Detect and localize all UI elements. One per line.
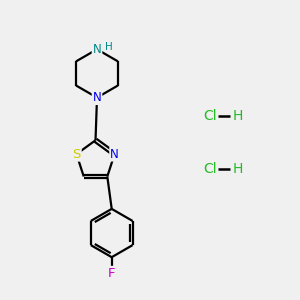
Text: Cl: Cl: [203, 162, 217, 176]
Text: N: N: [93, 91, 101, 104]
Text: H: H: [105, 42, 113, 52]
Text: Cl: Cl: [203, 109, 217, 123]
Text: H: H: [232, 162, 243, 176]
Text: N: N: [110, 148, 119, 160]
Text: N: N: [93, 43, 101, 56]
Text: F: F: [108, 267, 116, 280]
Text: S: S: [72, 148, 81, 160]
Text: H: H: [232, 109, 243, 123]
